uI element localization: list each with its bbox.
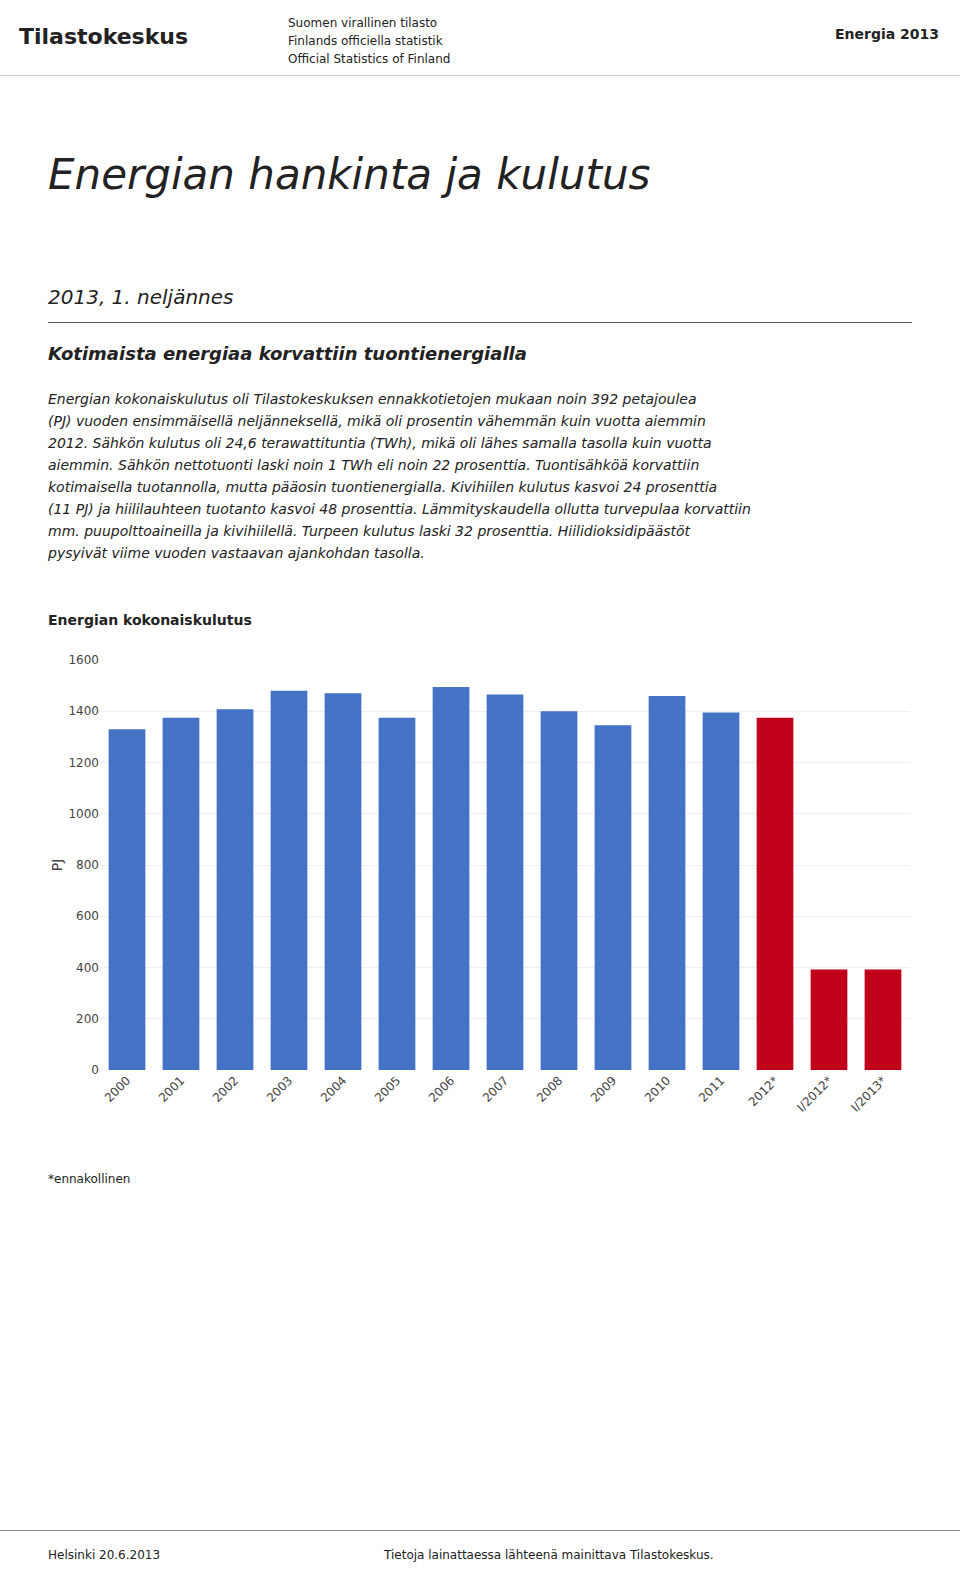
html-text:2012. Sähkön kulutus oli 24,6: 2012. Sähkön kulutus oli 24,6 terawattit… [48,435,712,451]
svg-text:2005: 2005 [372,1073,403,1104]
html-text:pysyivät viime vuoden vastaava: pysyivät viime vuoden vastaavan ajankohd… [48,545,425,561]
html-text:Tilastokeskus: Tilastokeskus [19,24,189,49]
html-text:Energian kokonaiskulutus oli T: Energian kokonaiskulutus oli Tilastokesk… [48,391,697,407]
html-text:mm. puupolttoaineilla ja kivih: mm. puupolttoaineilla ja kivihiilellä. T… [48,523,691,539]
svg-text:800: 800 [76,858,99,872]
svg-text:2012*: 2012* [746,1073,782,1109]
html-text:Energian kokonaiskulutus: Energian kokonaiskulutus [48,612,252,628]
svg-text:I/2013*: I/2013* [848,1073,889,1114]
svg-text:2008: 2008 [534,1073,565,1104]
svg-text:2002: 2002 [210,1073,241,1104]
svg-text:200: 200 [76,1012,99,1026]
html-text:*ennakollinen: *ennakollinen [48,1172,131,1186]
svg-text:1000: 1000 [68,807,99,821]
svg-text:1600: 1600 [68,653,99,667]
svg-text:I/2012*: I/2012* [794,1073,835,1114]
svg-text:400: 400 [76,961,99,975]
svg-text:2001: 2001 [156,1073,187,1104]
svg-text:2004: 2004 [318,1073,349,1104]
html-text:Kotimaista energiaa korvattiin: Kotimaista energiaa korvattiin tuontiene… [48,343,527,364]
html-text:Tietoja lainattaessa lähteenä: Tietoja lainattaessa lähteenä mainittava… [384,1548,714,1562]
svg-text:0: 0 [91,1063,99,1077]
svg-text:600: 600 [76,909,99,923]
svg-text:1400: 1400 [68,704,99,718]
svg-text:2000: 2000 [102,1073,133,1104]
html-text:Energian hankinta ja kulutus: Energian hankinta ja kulutus [48,150,651,199]
svg-text:2003: 2003 [264,1073,295,1104]
html-text:aiemmin. Sähkön nettotuonti la: aiemmin. Sähkön nettotuonti laski noin 1… [48,457,700,473]
svg-text:PJ: PJ [49,859,65,872]
svg-text:2007: 2007 [480,1073,511,1104]
html-text:Suomen virallinen tilasto: Suomen virallinen tilasto [288,16,438,30]
html-text:(11 PJ) ja hiililauhteen tuota: (11 PJ) ja hiililauhteen tuotanto kasvoi… [48,501,751,517]
html-text:(PJ) vuoden ensimmäisellä nelj: (PJ) vuoden ensimmäisellä neljänneksellä… [48,413,706,429]
svg-text:1200: 1200 [68,756,99,770]
svg-text:2009: 2009 [588,1073,619,1104]
html-text:Official Statistics of Finland: Official Statistics of Finland [288,52,451,66]
svg-text:2010: 2010 [642,1073,673,1104]
html-text:Energia 2013: Energia 2013 [835,26,939,42]
html-text:Finlands officiella statistik: Finlands officiella statistik [288,34,443,48]
html-text:Helsinki 20.6.2013: Helsinki 20.6.2013 [48,1548,161,1562]
svg-text:2011: 2011 [696,1073,727,1104]
html-text:2013, 1. neljännes: 2013, 1. neljännes [48,285,234,309]
svg-text:2006: 2006 [426,1073,457,1104]
html-text:kotimaisella tuotannolla, mutt: kotimaisella tuotannolla, mutta pääosin … [48,479,718,495]
